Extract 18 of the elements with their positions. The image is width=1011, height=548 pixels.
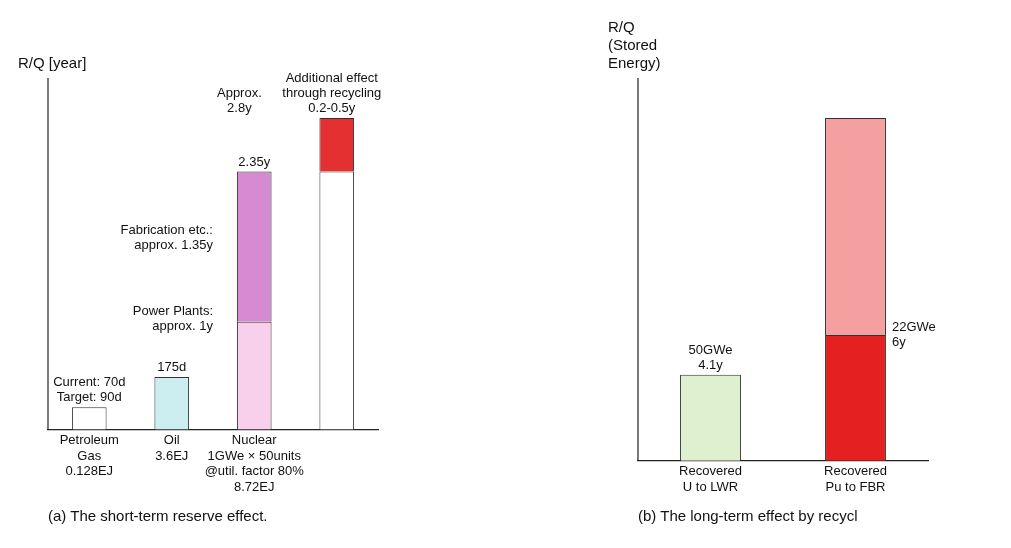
text: Additional effect through recycling 0.2-0.5y: [282, 69, 382, 115]
annotation: Power Plants: approx. 1y: [132, 302, 214, 333]
annotation: 175d: [157, 358, 187, 374]
annotation: 2.35y: [238, 153, 271, 169]
x-tick-label: Recovered Pu to FBR: [824, 463, 887, 494]
x-tick-label: Petroleum Gas 0.128EJ: [59, 431, 119, 479]
text: Approx. 2.8y: [216, 84, 262, 115]
x-tick-label: Nuclear 1GWe × 50units @util. factor 80% 8.72EJ: [204, 431, 305, 494]
annotation: 22GWe 6y: [891, 319, 936, 350]
annotation: Fabrication etc.: approx. 1.35y: [120, 221, 214, 252]
text: (b) The long-term effect by recycl: [638, 507, 858, 525]
text: (a) The short-term reserve effect.: [48, 507, 268, 525]
y-axis-title: R/Q (Stored Energy): [608, 18, 661, 71]
x-tick-label: Recovered U to LWR: [679, 463, 742, 494]
annotation: Current: 70d Target: 90d: [53, 374, 126, 405]
annotation: 50GWe 4.1y: [688, 341, 733, 372]
x-tick-label: Oil 3.6EJ: [155, 431, 189, 463]
y-axis-title: R/Q [year]: [18, 54, 87, 71]
